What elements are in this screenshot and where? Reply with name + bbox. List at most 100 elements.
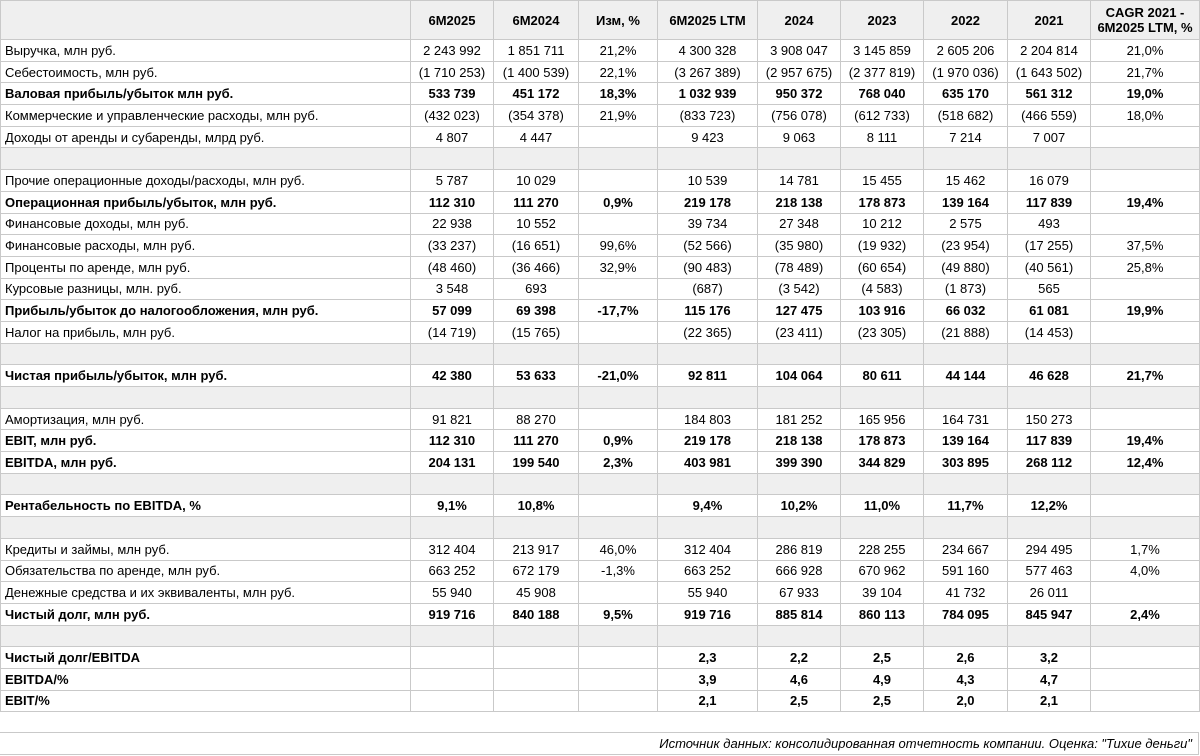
value-cell: 11,7% [923, 494, 1008, 518]
value-cell: 4 447 [493, 125, 579, 149]
value-cell: 3 145 859 [840, 39, 924, 62]
value-cell: 21,2% [578, 39, 658, 62]
table-row: Валовая прибыль/убыток млн руб. 533 739 45… [0, 82, 1200, 106]
value-cell: (22 365) [657, 320, 758, 344]
value-cell [578, 689, 658, 713]
value-cell: 127 475 [757, 299, 841, 322]
empty-cell [657, 386, 758, 409]
value-cell: (2 957 675) [757, 60, 841, 84]
table-row: Чистый долг/EBITDA 2,3 2,2 2,5 2,6 3,2 [0, 646, 1200, 669]
value-cell: 8 111 [840, 125, 924, 149]
row-label: Налог на прибыль, млн руб. [0, 320, 411, 344]
value-cell: 21,7% [1090, 60, 1200, 84]
value-cell: -1,3% [578, 559, 658, 583]
value-cell: 204 131 [410, 451, 494, 474]
table-row: EBIT/% 2,1 2,5 2,5 2,0 2,1 [0, 689, 1200, 713]
empty-cell [840, 516, 924, 539]
value-cell: 286 819 [757, 537, 841, 561]
value-cell: 80 611 [840, 364, 924, 387]
value-cell: 4,6 [757, 667, 841, 691]
empty-cell [657, 147, 758, 171]
value-cell: 10,2% [757, 494, 841, 518]
empty-cell [840, 472, 924, 496]
value-cell: 234 667 [923, 537, 1008, 561]
value-cell: 4 807 [410, 125, 494, 149]
value-cell: 44 144 [923, 364, 1008, 387]
value-cell: 99,6% [578, 234, 658, 257]
table-row: Обязательства по аренде, млн руб. 663 252… [0, 559, 1200, 583]
value-cell: 15 462 [923, 169, 1008, 192]
value-cell: 111 270 [493, 190, 579, 214]
value-cell: 1,7% [1090, 537, 1200, 561]
row-label: Рентабельность по EBITDA, % [0, 494, 411, 518]
value-cell: 493 [1007, 212, 1091, 236]
empty-cell [657, 472, 758, 496]
value-cell: (1 400 539) [493, 60, 579, 84]
value-cell: 39 104 [840, 581, 924, 604]
value-cell: 57 099 [410, 299, 494, 322]
value-cell: 181 252 [757, 407, 841, 431]
row-label: Прочие операционные доходы/расходы, млн … [0, 169, 411, 192]
value-cell: 784 095 [923, 602, 1008, 626]
value-cell: 2,1 [657, 689, 758, 713]
row-label: Себестоимость, млн руб. [0, 60, 411, 84]
value-cell: 768 040 [840, 82, 924, 106]
value-cell: (60 654) [840, 255, 924, 279]
value-cell: 672 179 [493, 559, 579, 583]
value-cell: 2,1 [1007, 689, 1091, 713]
value-cell: 2,5 [757, 689, 841, 713]
empty-cell [923, 386, 1008, 409]
value-cell: -17,7% [578, 299, 658, 322]
empty-cell [840, 386, 924, 409]
empty-cell [0, 472, 411, 496]
value-cell: (35 980) [757, 234, 841, 257]
value-cell: (4 583) [840, 277, 924, 301]
value-cell [1090, 277, 1200, 301]
empty-cell [493, 342, 579, 366]
value-cell: 403 981 [657, 451, 758, 474]
empty-cell [0, 147, 411, 171]
value-cell: 219 178 [657, 190, 758, 214]
table-row: Амортизация, млн руб. 91 821 88 270 184 803… [0, 407, 1200, 431]
value-cell: 950 372 [757, 82, 841, 106]
value-cell: 577 463 [1007, 559, 1091, 583]
value-cell: 37,5% [1090, 234, 1200, 257]
value-cell [493, 689, 579, 713]
value-cell: 2,5 [840, 646, 924, 669]
value-cell: 7 214 [923, 125, 1008, 149]
table-row: Себестоимость, млн руб. (1 710 253) (1 400… [0, 60, 1200, 84]
separator-row [0, 342, 1200, 366]
value-cell [1090, 646, 1200, 669]
value-cell: 178 873 [840, 429, 924, 453]
value-cell: 165 956 [840, 407, 924, 431]
value-cell: 112 310 [410, 429, 494, 453]
value-cell: -21,0% [578, 364, 658, 387]
value-cell: 150 273 [1007, 407, 1091, 431]
value-cell: 268 112 [1007, 451, 1091, 474]
value-cell: (23 411) [757, 320, 841, 344]
table-row: Чистая прибыль/убыток, млн руб. 42 380 53 … [0, 364, 1200, 387]
table-row: Финансовые расходы, млн руб. (33 237) (16 … [0, 234, 1200, 257]
value-cell: 67 933 [757, 581, 841, 604]
value-cell [1090, 125, 1200, 149]
value-cell: 218 138 [757, 429, 841, 453]
table-body: Выручка, млн руб. 2 243 992 1 851 711 21,2%… [0, 39, 1200, 713]
value-cell: 91 821 [410, 407, 494, 431]
separator-row [0, 386, 1200, 409]
value-cell: 18,3% [578, 82, 658, 106]
value-cell: 919 716 [657, 602, 758, 626]
empty-cell [757, 472, 841, 496]
value-cell: 199 540 [493, 451, 579, 474]
value-cell: (17 255) [1007, 234, 1091, 257]
table-row: Выручка, млн руб. 2 243 992 1 851 711 21,2%… [0, 39, 1200, 62]
table-row: Денежные средства и их эквиваленты, млн … [0, 581, 1200, 604]
value-cell: 451 172 [493, 82, 579, 106]
value-cell: 2 575 [923, 212, 1008, 236]
value-cell: 635 170 [923, 82, 1008, 106]
empty-cell [1090, 386, 1200, 409]
value-cell: 4,0% [1090, 559, 1200, 583]
table-row: Коммерческие и управленческие расходы, м… [0, 104, 1200, 127]
value-cell [578, 407, 658, 431]
empty-cell [1090, 516, 1200, 539]
table-row: Операционная прибыль/убыток, млн руб. 112… [0, 190, 1200, 214]
